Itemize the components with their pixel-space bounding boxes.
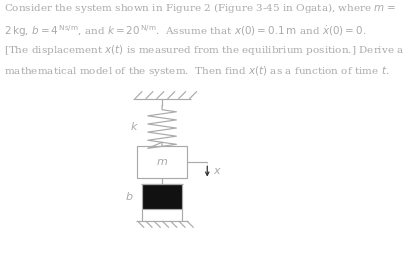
Text: $2\,\mathrm{kg}$, $b = 4^{\,\mathrm{Ns/m}}$, and $k = 20^{\,\mathrm{N/m}}$.  Ass: $2\,\mathrm{kg}$, $b = 4^{\,\mathrm{Ns/m…	[4, 23, 367, 38]
Text: Consider the system shown in Figure 2 (Figure 3-45 in Ogata), where $m =$: Consider the system shown in Figure 2 (F…	[4, 1, 396, 15]
Bar	[137, 146, 187, 178]
Bar	[142, 184, 182, 209]
Text: $m$: $m$	[156, 157, 168, 167]
Text: mathematical model of the system.  Then find $x(t)$ as a function of time $t$.: mathematical model of the system. Then f…	[4, 64, 390, 79]
Text: $x$: $x$	[213, 166, 222, 176]
Text: $k$: $k$	[130, 120, 139, 132]
Text: $b$: $b$	[125, 191, 134, 202]
Text: [The displacement $x(t)$ is measured from the equilibrium position.] Derive a: [The displacement $x(t)$ is measured fro…	[4, 43, 404, 57]
